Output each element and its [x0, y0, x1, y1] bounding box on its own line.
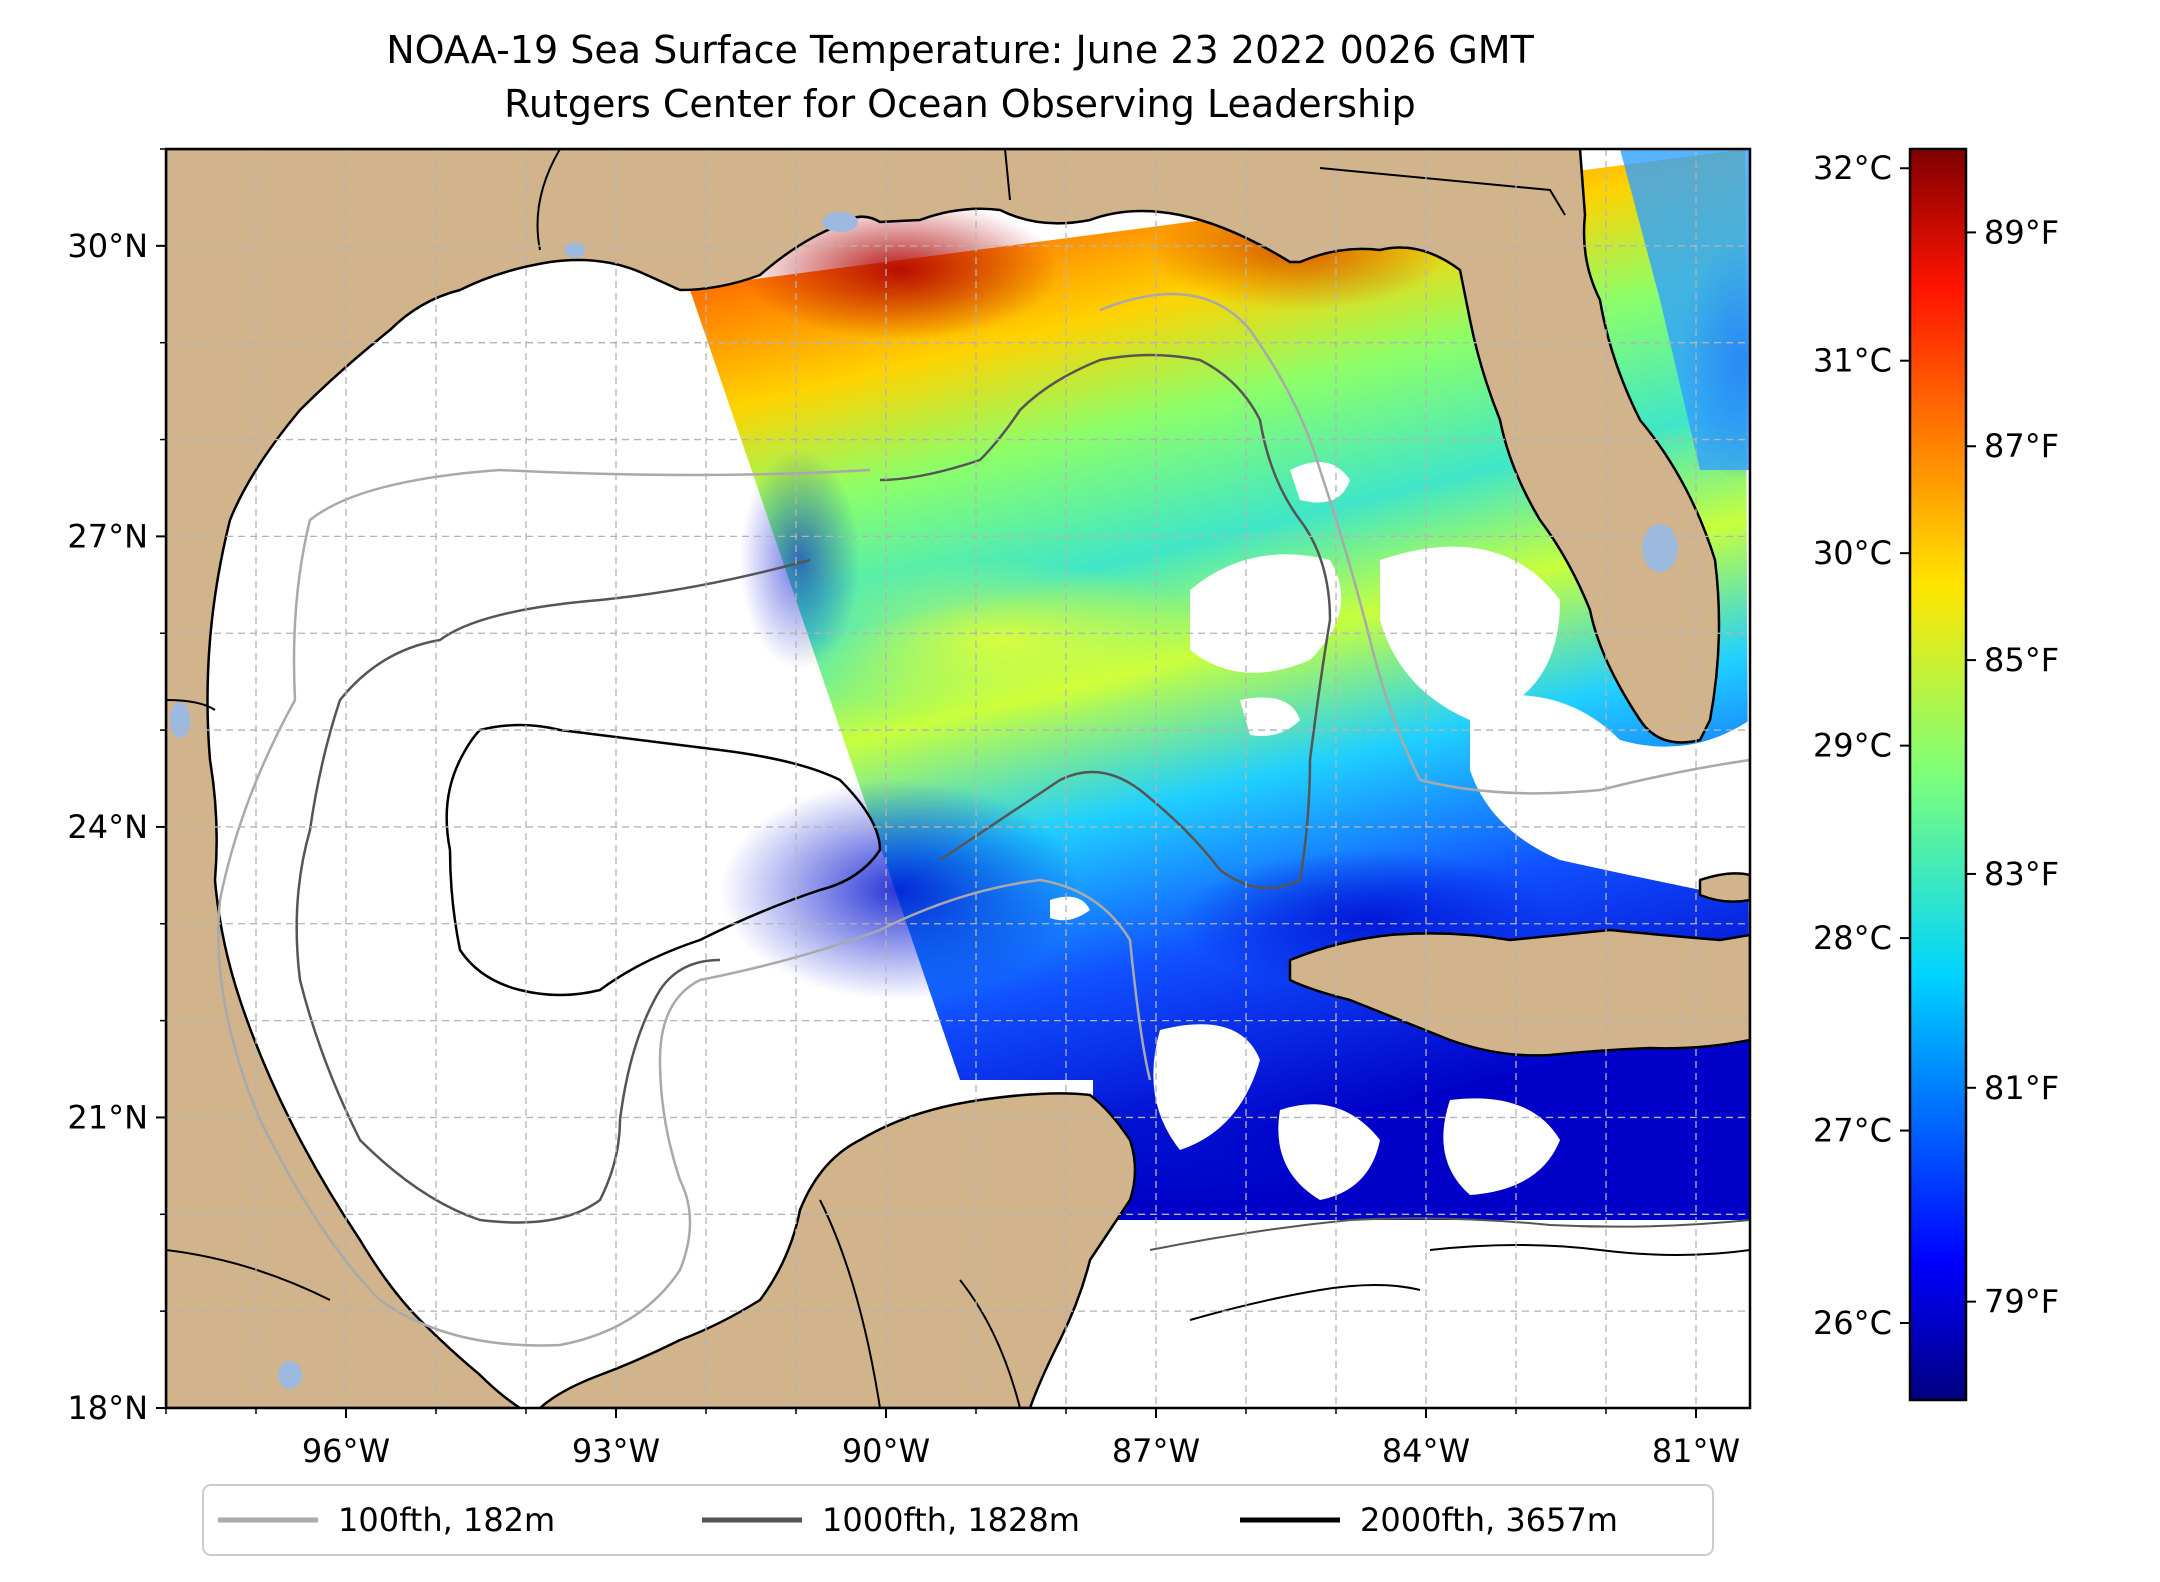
- colorbar-scale: [1908, 147, 1968, 1402]
- celsius-tick-label: 26°C: [1813, 1304, 1892, 1342]
- fahrenheit-tick-label: 83°F: [1984, 855, 2059, 893]
- celsius-tick-label: 30°C: [1813, 534, 1892, 572]
- celsius-tick-label: 27°C: [1813, 1112, 1892, 1150]
- colorbar: 26°C 27°C 28°C 29°C 30°C 31°C 32°C 79°F 81°F 83°…: [1813, 147, 2059, 1402]
- celsius-tick-label: 32°C: [1813, 149, 1892, 187]
- colorbar-celsius-ticks: 26°C 27°C 28°C 29°C 30°C 31°C 32°C: [1813, 149, 1910, 1342]
- celsius-tick-label: 31°C: [1813, 342, 1892, 380]
- fahrenheit-tick-label: 85°F: [1984, 641, 2059, 679]
- contour-100fth: [217, 292, 1750, 1347]
- land: [166, 149, 1750, 1408]
- lon-tick-label: 81°W: [1652, 1432, 1740, 1470]
- longitude-axis: 96°W 93°W 90°W 87°W 84°W 81°W: [165, 1408, 1740, 1470]
- lat-tick-label: 27°N: [67, 517, 148, 555]
- legend-label-100fth: 100fth, 182m: [338, 1501, 555, 1539]
- lat-tick-label: 21°N: [67, 1098, 148, 1136]
- contour-1000fth: [295, 353, 1332, 1224]
- lat-tick-label: 18°N: [67, 1389, 148, 1427]
- lon-tick-label: 96°W: [302, 1432, 390, 1470]
- fahrenheit-tick-label: 87°F: [1984, 427, 2059, 465]
- latitude-axis: 30°N 27°N 24°N 21°N 18°N: [67, 148, 166, 1427]
- celsius-tick-label: 29°C: [1813, 727, 1892, 765]
- fahrenheit-tick-label: 81°F: [1984, 1069, 2059, 1107]
- legend-label-1000fth: 1000fth, 1828m: [822, 1501, 1080, 1539]
- graticule: [166, 149, 1750, 1408]
- lakes: [170, 212, 1678, 1389]
- map-frame: [164, 147, 1752, 1410]
- lon-tick-label: 90°W: [842, 1432, 930, 1470]
- legend-box: [202, 1484, 1714, 1556]
- legend: 100fth, 182m 1000fth, 1828m 2000fth, 365…: [202, 1484, 1714, 1556]
- lon-tick-label: 84°W: [1382, 1432, 1470, 1470]
- colorbar-fahrenheit-ticks: 79°F 81°F 83°F 85°F 87°F 89°F: [1966, 213, 2059, 1321]
- bathymetry: [217, 292, 1750, 1347]
- lat-tick-label: 24°N: [67, 808, 148, 846]
- map-subtitle: Rutgers Center for Ocean Observing Leade…: [504, 82, 1416, 126]
- fahrenheit-tick-label: 79°F: [1984, 1283, 2059, 1321]
- map-title: NOAA-19 Sea Surface Temperature: June 23…: [386, 28, 1534, 72]
- lon-tick-label: 87°W: [1112, 1432, 1200, 1470]
- cloud-gaps: [1050, 462, 1750, 1200]
- borders: [166, 149, 1566, 1408]
- fahrenheit-tick-label: 89°F: [1984, 213, 2059, 251]
- lat-tick-label: 30°N: [67, 227, 148, 265]
- celsius-tick-label: 28°C: [1813, 919, 1892, 957]
- lon-tick-label: 93°W: [572, 1432, 660, 1470]
- contour-2000fth: [445, 723, 882, 997]
- legend-label-2000fth: 2000fth, 3657m: [1360, 1501, 1618, 1539]
